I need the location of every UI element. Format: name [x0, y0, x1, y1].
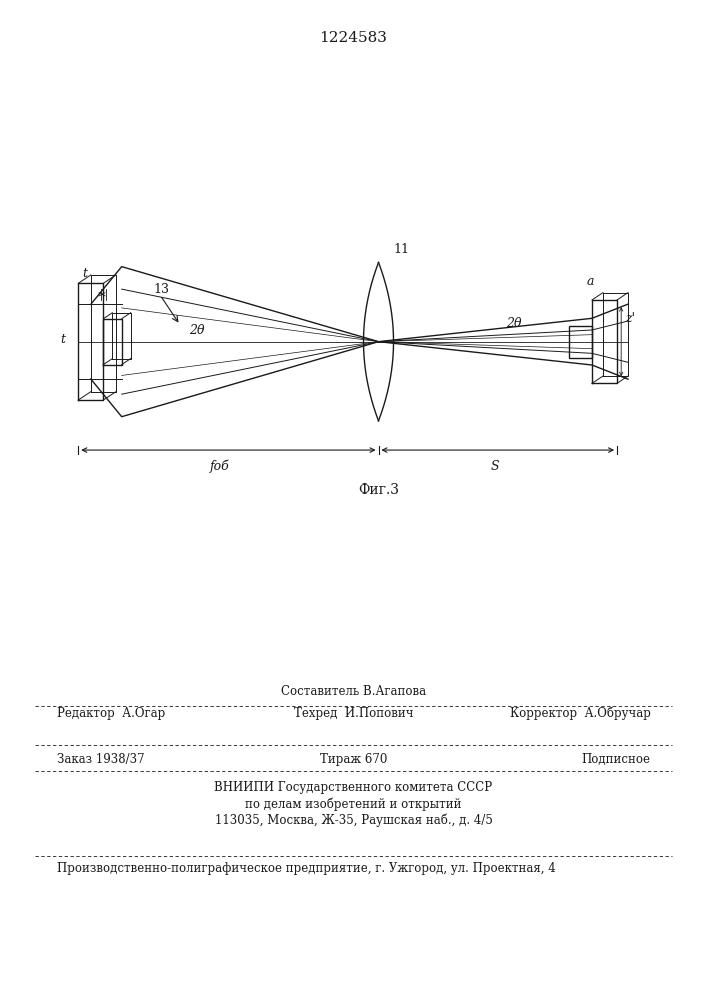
Text: Редактор  А.Огар: Редактор А.Огар [57, 707, 165, 720]
Text: 1224583: 1224583 [320, 30, 387, 44]
Text: a: a [587, 275, 594, 288]
Text: S: S [491, 460, 500, 473]
Text: 13: 13 [153, 283, 170, 296]
Text: 2θ: 2θ [189, 324, 204, 337]
Text: 2θ: 2θ [506, 317, 521, 330]
Text: Составитель В.Агапова: Составитель В.Агапова [281, 685, 426, 698]
Text: Фиг.3: Фиг.3 [358, 483, 399, 497]
Text: fоб: fоб [210, 460, 230, 473]
Text: Техред  И.Попович: Техред И.Попович [293, 707, 414, 720]
Text: z': z' [626, 312, 636, 325]
Text: Подписное: Подписное [581, 753, 650, 766]
Text: Заказ 1938/37: Заказ 1938/37 [57, 753, 144, 766]
Text: 113035, Москва, Ж-35, Раушская наб., д. 4/5: 113035, Москва, Ж-35, Раушская наб., д. … [214, 814, 493, 827]
Text: Производственно-полиграфическое предприятие, г. Ужгород, ул. Проектная, 4: Производственно-полиграфическое предприя… [57, 862, 555, 875]
Text: Тираж 670: Тираж 670 [320, 753, 387, 766]
Text: по делам изобретений и открытий: по делам изобретений и открытий [245, 797, 462, 811]
Text: t: t [61, 333, 66, 346]
Text: ВНИИПИ Государственного комитета СССР: ВНИИПИ Государственного комитета СССР [214, 781, 493, 794]
Text: 11: 11 [394, 243, 410, 256]
Text: Корректор  А.Обручар: Корректор А.Обручар [510, 706, 650, 720]
Text: t: t [83, 267, 88, 280]
